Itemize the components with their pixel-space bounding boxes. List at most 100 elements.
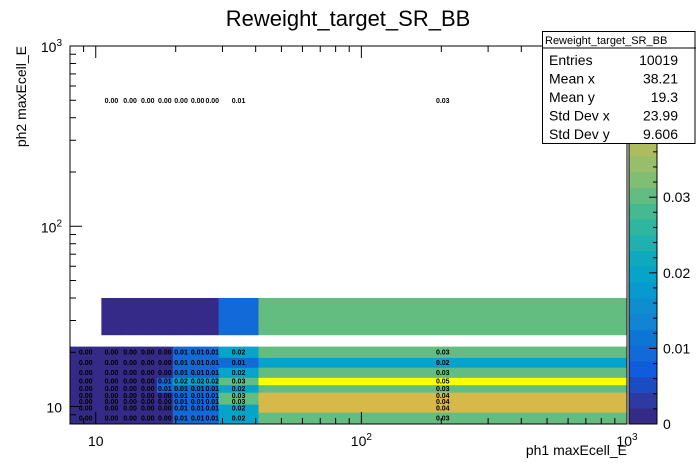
heatmap-cell: [70, 384, 102, 393]
heatmap-cell: [101, 412, 122, 425]
heatmap-cell: [218, 404, 259, 413]
heatmap-cell: [172, 392, 190, 400]
heatmap-cell: [172, 377, 190, 386]
heatmap-cell: [258, 298, 628, 336]
heatmap-cell: [218, 367, 259, 378]
heatmap-cell: [172, 357, 190, 368]
heatmap-cell: [189, 346, 207, 358]
cell-value-label: 0.00: [123, 370, 137, 377]
heatmap-cell: [258, 404, 628, 413]
heatmap-cell: [172, 384, 190, 393]
colorbar-segment: [629, 172, 657, 189]
heatmap-cell: [101, 346, 122, 358]
cell-value-label: 0.00: [141, 379, 155, 386]
heatmap-cell: [121, 404, 139, 413]
cell-value-label: 0.01: [205, 416, 219, 423]
colorbar-segment: [629, 187, 657, 204]
cell-value-label: 0.00: [105, 370, 119, 377]
cell-value-label: 0.01: [174, 360, 188, 367]
heatmap-cell: [205, 367, 219, 378]
cell-value-label: 0.00: [105, 399, 119, 406]
heatmap-cell: [138, 399, 158, 405]
cell-value-label: 0.00: [123, 98, 137, 105]
cell-value-label: 0.02: [232, 350, 246, 357]
cell-value-label: 0.01: [205, 370, 219, 377]
cell-value-label: 0.00: [158, 98, 172, 105]
cell-value-label: 0.00: [123, 386, 137, 393]
cell-value-label: 0.02: [232, 406, 246, 413]
cell-value-label: 0.00: [79, 399, 93, 406]
cell-value-label: 0.01: [191, 360, 205, 367]
cell-value-label: 0.03: [436, 370, 450, 377]
heatmap-cell: [205, 392, 219, 400]
cell-value-label: 0.00: [79, 393, 93, 400]
colorbar-tick-label: 0.01: [663, 340, 690, 356]
cell-value-label: 0.01: [232, 360, 246, 367]
y-tick-exponent: 3: [56, 38, 62, 49]
cell-value-label: 0.00: [191, 98, 205, 105]
cell-value-label: 0.01: [174, 386, 188, 393]
cell-value-label: 0.02: [232, 416, 246, 423]
colorbar-tick-label: 0.02: [663, 265, 690, 281]
heatmap-cell: [156, 399, 174, 405]
cell-value-label: 0.00: [105, 360, 119, 367]
heatmap-cell: [101, 399, 122, 405]
x-tick-exponent: 3: [632, 432, 638, 443]
cell-value-label: 0.00: [141, 360, 155, 367]
colorbar-segment: [629, 329, 657, 346]
cell-value-label: 0.04: [436, 406, 450, 413]
heatmap-cell: [172, 346, 190, 358]
heatmap-cell: [258, 384, 628, 393]
cell-value-label: 0.00: [105, 393, 119, 400]
cell-value-label: 0.00: [79, 416, 93, 423]
heatmap-cell: [172, 399, 190, 405]
heatmap-cell: [156, 377, 174, 386]
heatmap-cell: [189, 377, 207, 386]
cell-value-label: 0.04: [436, 393, 450, 400]
cell-value-label: 0.00: [79, 379, 93, 386]
cell-value-label: 0.00: [123, 406, 137, 413]
cell-value-label: 0.01: [205, 350, 219, 357]
heatmap-cell: [205, 346, 219, 358]
cell-value-label: 0.01: [191, 416, 205, 423]
heatmap-cell: [156, 298, 174, 336]
heatmap-cell: [121, 399, 139, 405]
cell-value-label: 0.00: [79, 406, 93, 413]
heatmap-cell: [258, 357, 628, 368]
heatmap-cell: [156, 412, 174, 425]
stats-value: 23.99: [643, 108, 678, 124]
heatmap-cell: [121, 412, 139, 425]
heatmap-cell: [172, 298, 190, 336]
colorbar-segment: [629, 235, 657, 252]
stats-value: 19.3: [651, 89, 678, 105]
heatmap-cell: [218, 399, 259, 405]
stats-label: Mean y: [549, 89, 595, 105]
x-tick-label: 102: [351, 432, 373, 449]
heatmap-cell: [189, 392, 207, 400]
heatmap-cell: [218, 412, 259, 425]
cell-value-label: 0.01: [174, 406, 188, 413]
heatmap-cell: [138, 298, 158, 336]
heatmap-cell: [172, 367, 190, 378]
heatmap-cell: [138, 412, 158, 425]
heatmap-cell: [138, 367, 158, 378]
heatmap-cell: [218, 392, 259, 400]
cell-value-label: 0.05: [436, 379, 450, 386]
heatmap-cell: [121, 384, 139, 393]
cell-value-label: 0.01: [174, 370, 188, 377]
stats-label: Std Dev x: [549, 108, 610, 124]
colorbar-segment: [629, 140, 657, 157]
heatmap-cell: [101, 404, 122, 413]
colorbar-segment: [629, 282, 657, 299]
cell-value-label: 0.01: [191, 370, 205, 377]
colorbar-segment: [629, 361, 657, 378]
cell-value-label: 0.01: [205, 360, 219, 367]
colorbar-tick-label: 0: [663, 416, 671, 432]
cell-value-label: 0.03: [436, 98, 450, 105]
cell-value-label: 0.00: [141, 350, 155, 357]
cell-value-label: 0.02: [436, 360, 450, 367]
heatmap-cell: [138, 384, 158, 393]
cell-value-label: 0.00: [158, 406, 172, 413]
heatmap-cell: [258, 367, 628, 378]
